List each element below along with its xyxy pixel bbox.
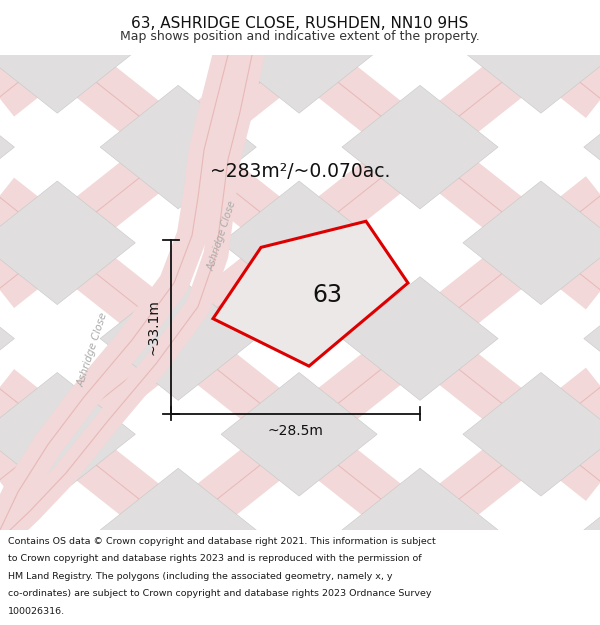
Polygon shape [100,85,256,209]
Polygon shape [100,277,256,401]
Text: Ashridge Close: Ashridge Close [206,199,238,272]
Polygon shape [342,85,498,209]
Polygon shape [342,0,498,18]
Text: Map shows position and indicative extent of the property.: Map shows position and indicative extent… [120,30,480,43]
Polygon shape [0,85,14,209]
Polygon shape [0,181,136,304]
Polygon shape [342,468,498,592]
Polygon shape [213,221,408,366]
Polygon shape [100,468,256,592]
Text: ~28.5m: ~28.5m [268,424,323,438]
Polygon shape [0,277,14,401]
Text: Ashridge Close: Ashridge Close [76,311,110,388]
Polygon shape [0,0,136,113]
Polygon shape [100,0,256,18]
Polygon shape [221,0,377,113]
Polygon shape [463,564,600,625]
Polygon shape [0,468,14,592]
Polygon shape [342,277,498,401]
Polygon shape [463,372,600,496]
Polygon shape [221,181,377,304]
Polygon shape [221,372,377,496]
Text: to Crown copyright and database rights 2023 and is reproduced with the permissio: to Crown copyright and database rights 2… [8,554,421,563]
Text: ~283m²/~0.070ac.: ~283m²/~0.070ac. [210,162,390,181]
Text: 63, ASHRIDGE CLOSE, RUSHDEN, NN10 9HS: 63, ASHRIDGE CLOSE, RUSHDEN, NN10 9HS [131,16,469,31]
Text: ~33.1m: ~33.1m [146,299,160,355]
Polygon shape [0,0,14,18]
Polygon shape [584,468,600,592]
Polygon shape [584,0,600,18]
Polygon shape [584,85,600,209]
Text: HM Land Registry. The polygons (including the associated geometry, namely x, y: HM Land Registry. The polygons (includin… [8,572,392,581]
Polygon shape [463,0,600,113]
Polygon shape [463,181,600,304]
Polygon shape [0,564,136,625]
Text: 63: 63 [312,283,342,307]
Polygon shape [221,564,377,625]
Polygon shape [0,372,136,496]
Polygon shape [584,277,600,401]
Text: Contains OS data © Crown copyright and database right 2021. This information is : Contains OS data © Crown copyright and d… [8,537,436,546]
Text: co-ordinates) are subject to Crown copyright and database rights 2023 Ordnance S: co-ordinates) are subject to Crown copyr… [8,589,431,598]
Text: 100026316.: 100026316. [8,607,65,616]
